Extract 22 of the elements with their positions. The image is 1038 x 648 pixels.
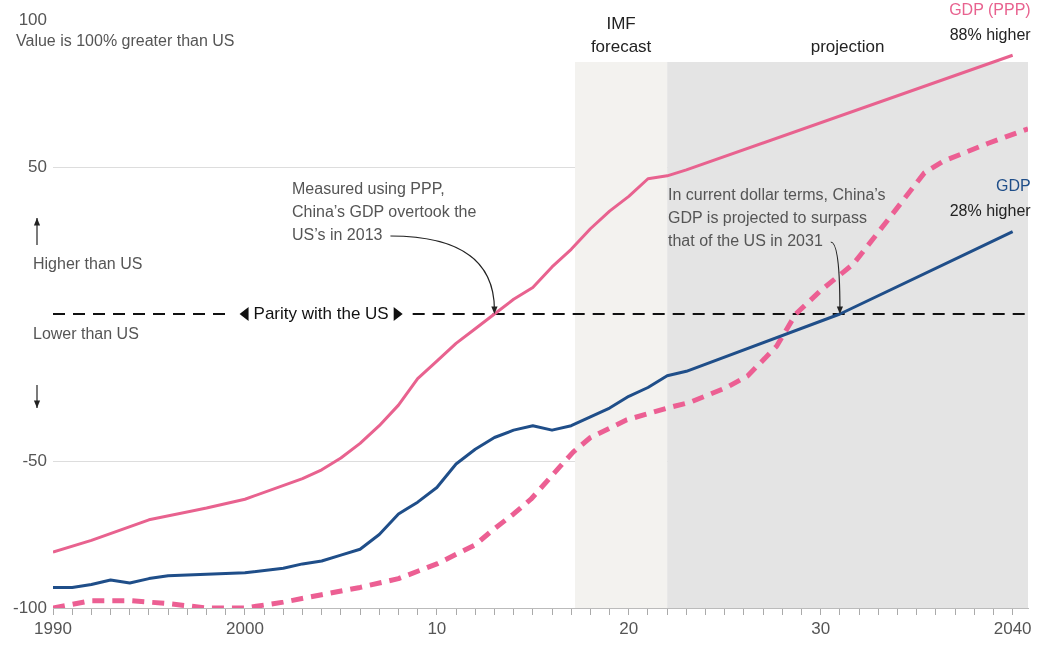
y-tick-label: 100 xyxy=(18,9,47,29)
annotation: 28% higher xyxy=(949,202,1032,220)
annotation: Lower than US xyxy=(33,325,139,343)
y-tick-label: -50 xyxy=(22,450,47,470)
annotation: 88% higher xyxy=(949,25,1032,43)
y-tick-label: 50 xyxy=(28,156,47,176)
annotation: In current dollar terms, China’s GDP is projected to surpass that of the US in 2031 xyxy=(668,186,886,250)
annotation: Measured using PPP, China’s GDP overtook the US’s in 2013 xyxy=(292,180,477,244)
band-label: projection xyxy=(810,36,885,56)
ref-line-label: Parity with the US xyxy=(253,303,389,323)
x-tick-label: 30 xyxy=(811,618,831,638)
x-tick-label: 20 xyxy=(619,618,639,638)
band-label: IMF forecast xyxy=(590,13,652,56)
x-tick-label: 10 xyxy=(427,618,447,638)
text: GDP (PPP) xyxy=(949,0,1031,18)
annotation: Value is 100% greater than US xyxy=(16,32,235,50)
x-tick-label: 2040 xyxy=(993,618,1032,638)
annotation: Higher than US xyxy=(33,255,143,273)
x-tick-label: 1990 xyxy=(34,618,72,638)
text: GDP xyxy=(995,177,1031,195)
y-tick-label: -100 xyxy=(12,597,47,617)
x-tick-label: 2000 xyxy=(226,618,264,638)
